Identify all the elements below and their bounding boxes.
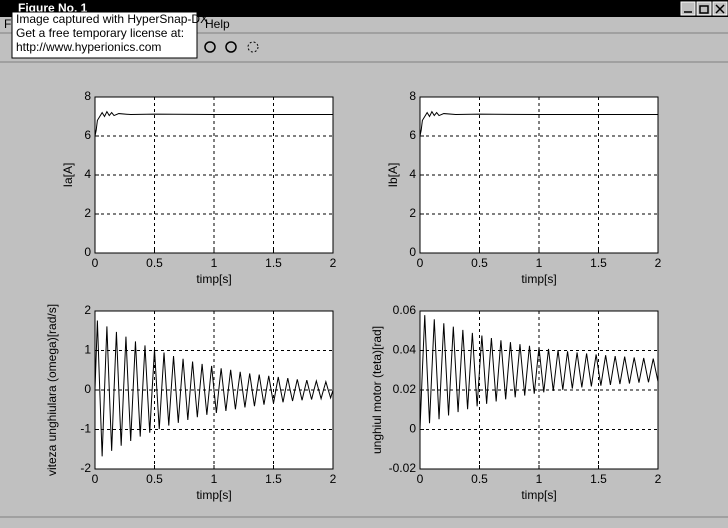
- y-tick-label: 8: [409, 89, 416, 103]
- x-tick-label: 1.5: [265, 256, 282, 270]
- tooltip-line: Image captured with HyperSnap-DX: [16, 12, 208, 26]
- axes-frame: [94, 96, 334, 254]
- x-tick-label: 0.5: [471, 256, 488, 270]
- data-line: [419, 315, 659, 430]
- x-tick-label: 1: [536, 256, 543, 270]
- x-axis-label: timp[s]: [196, 272, 231, 286]
- minimize-button[interactable]: [680, 1, 696, 16]
- x-tick-label: 0: [417, 256, 424, 270]
- window-buttons[interactable]: [680, 1, 728, 16]
- x-tick-label: 0: [417, 472, 424, 486]
- x-tick-label: 2: [655, 256, 662, 270]
- y-tick-label: 0.06: [393, 303, 417, 317]
- menu-item[interactable]: F: [4, 17, 11, 31]
- y-tick-label: 2: [84, 303, 91, 317]
- y-tick-label: -2: [80, 461, 91, 475]
- toolbar: [204, 41, 259, 53]
- axes-frame: [419, 96, 659, 254]
- x-tick-label: 1: [211, 256, 218, 270]
- x-tick-label: 1: [536, 472, 543, 486]
- y-tick-label: 1: [84, 343, 91, 357]
- x-tick-label: 0.5: [146, 472, 163, 486]
- x-tick-label: 1: [211, 472, 218, 486]
- x-tick-label: 2: [655, 472, 662, 486]
- y-tick-label: 0: [409, 422, 416, 436]
- tooltip-box: [11, 11, 198, 59]
- y-tick-label: 2: [84, 206, 91, 220]
- tooltip-line: http://www.hyperionics.com: [16, 40, 161, 54]
- x-tick-label: 0.5: [146, 256, 163, 270]
- axes-frame: [94, 310, 334, 470]
- data-line: [94, 110, 333, 160]
- data-line: [419, 110, 658, 160]
- y-tick-label: 0: [409, 245, 416, 259]
- y-tick-label: 2: [409, 206, 416, 220]
- data-line: [94, 320, 334, 457]
- x-tick-label: 0.5: [471, 472, 488, 486]
- y-tick-label: -0.02: [389, 461, 417, 475]
- y-tick-label: -1: [80, 422, 91, 436]
- menu-item[interactable]: Help: [205, 17, 230, 31]
- x-tick-label: 2: [330, 472, 337, 486]
- y-tick-label: 0: [84, 245, 91, 259]
- y-tick-label: 6: [84, 128, 91, 142]
- x-tick-label: 1.5: [590, 472, 607, 486]
- y-axis-label: unghiul motor (teta)[rad]: [370, 326, 384, 454]
- x-tick-label: 1.5: [265, 472, 282, 486]
- y-tick-label: 4: [84, 167, 91, 181]
- x-axis-label: timp[s]: [196, 488, 231, 502]
- zoom-out-button[interactable]: [225, 41, 237, 53]
- y-tick-label: 6: [409, 128, 416, 142]
- x-tick-label: 0: [92, 256, 99, 270]
- y-tick-label: 4: [409, 167, 416, 181]
- tooltip-line: Get a free temporary license at:: [16, 26, 184, 40]
- y-axis-label: viteza unghiulara (omega)[rad/s]: [45, 304, 59, 476]
- x-tick-label: 2: [330, 256, 337, 270]
- x-tick-label: 1.5: [590, 256, 607, 270]
- y-tick-label: 0: [84, 382, 91, 396]
- x-tick-label: 0: [92, 472, 99, 486]
- y-tick-label: 0.04: [393, 343, 417, 357]
- x-axis-label: timp[s]: [521, 488, 556, 502]
- button-icons: [684, 4, 725, 14]
- y-axis-label: Ia[A]: [61, 163, 75, 188]
- rotate-button[interactable]: [247, 41, 259, 53]
- y-axis-label: Ib[A]: [386, 163, 400, 188]
- x-axis-label: timp[s]: [521, 272, 556, 286]
- y-tick-label: 8: [84, 89, 91, 103]
- axes-frame: [419, 310, 659, 470]
- y-tick-label: 0.02: [393, 382, 417, 396]
- zoom-in-button[interactable]: [204, 41, 216, 53]
- plots: 0 0.5 1 1.5 2 0 2 4 6 8 timp[s] Ia[A] 0 0.5 1 1.5 2 0 2 4 6 8…: [45, 89, 661, 502]
